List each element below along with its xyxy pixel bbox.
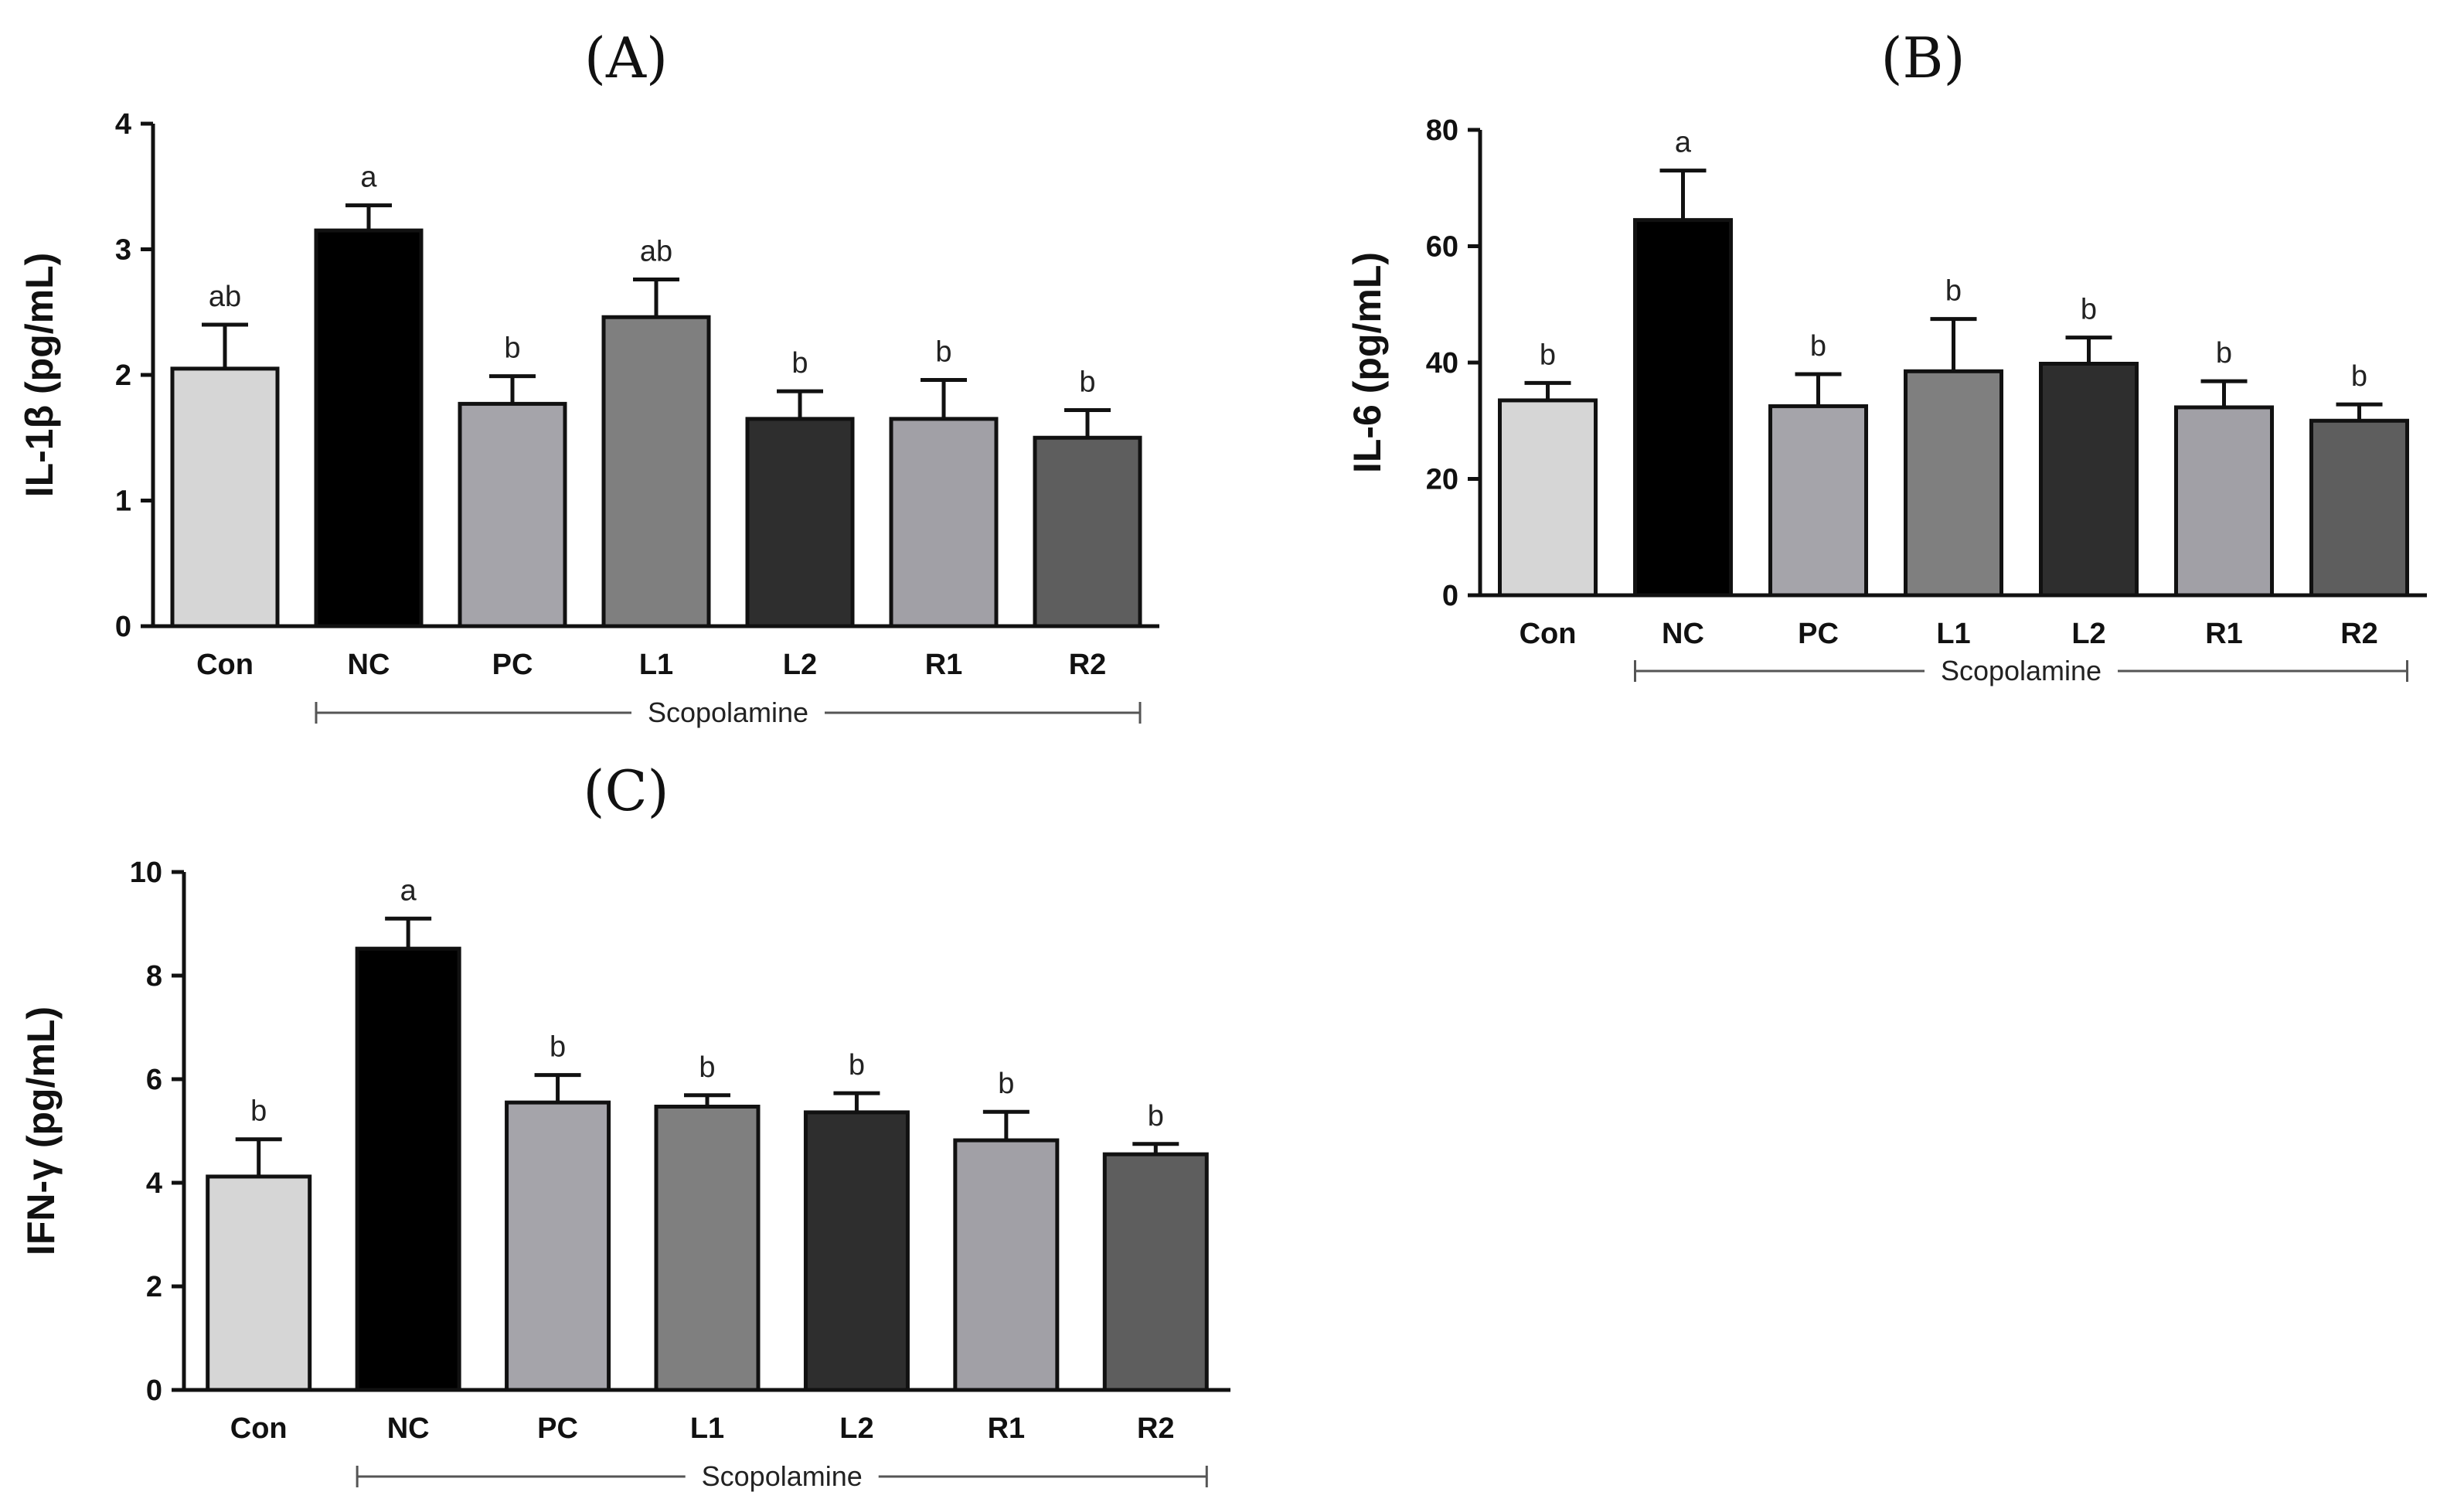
y-tick-label: 20 [1426, 464, 1458, 496]
significance-label: b [1945, 275, 1962, 308]
treatment-label: Scopolamine [648, 697, 808, 728]
panel-label: (C) [583, 758, 669, 823]
treatment-label: Scopolamine [1941, 655, 2102, 686]
significance-label: b [1148, 1100, 1164, 1133]
significance-label: b [849, 1049, 865, 1082]
bar-l2 [2039, 362, 2139, 598]
y-tick-label: 10 [130, 857, 162, 889]
x-tick-label: PC [1798, 618, 1839, 650]
x-tick-label: Con [196, 649, 254, 681]
x-tick-label: R2 [1069, 649, 1107, 681]
chart-panel-b: (B) IL-6 (pg/mL) 0 20 40 60 80 b Con a NC b PC b L1 b L2… [1346, 26, 2427, 686]
chart-panel-c: (C) IFN-γ (pg/mL) 0 2 4 6 8 10 b Con a NC b PC b L1 b L2 b… [19, 758, 1230, 1492]
x-tick-label: R1 [988, 1412, 1026, 1445]
x-tick-label: L1 [639, 649, 673, 681]
bar-nc [1633, 218, 1733, 598]
bar-pc [458, 401, 567, 628]
bar-pc [1768, 404, 1868, 598]
bar-con [170, 366, 280, 628]
significance-label: b [935, 336, 951, 369]
bar-l2 [745, 417, 855, 628]
chart-panel-a: (A) IL-1β (pg/mL) 0 1 2 3 4 ab Con a NC b PC ab L1 b L2 b… [18, 26, 1159, 728]
y-tick-label: 1 [115, 485, 131, 518]
x-tick-label: L2 [839, 1412, 873, 1445]
bar-l1 [654, 1105, 761, 1392]
x-tick-label: R2 [2340, 618, 2378, 650]
y-axis-label: IFN-γ (pg/mL) [19, 1007, 63, 1255]
y-tick-label: 60 [1426, 231, 1458, 264]
y-tick-label: 8 [146, 960, 162, 993]
y-tick-label: 0 [115, 611, 131, 643]
significance-label: b [504, 332, 520, 365]
significance-label: b [2351, 360, 2367, 393]
x-tick-label: PC [492, 649, 533, 681]
significance-label: b [1540, 339, 1556, 371]
panel-label: (B) [1880, 26, 1965, 90]
y-tick-label: 2 [115, 359, 131, 392]
x-tick-label: L1 [1936, 618, 1970, 650]
x-tick-label: L1 [690, 1412, 724, 1445]
x-tick-label: NC [1662, 618, 1704, 650]
bar-r1 [889, 417, 999, 628]
bar-l2 [803, 1110, 910, 1392]
panel-label: (A) [584, 26, 668, 90]
y-tick-label: 0 [146, 1374, 162, 1407]
significance-label: b [1810, 330, 1826, 363]
significance-label: b [2216, 337, 2232, 370]
bar-l1 [601, 315, 711, 628]
x-tick-label: NC [348, 649, 390, 681]
bar-nc [355, 946, 461, 1392]
bar-pc [505, 1100, 611, 1392]
y-axis-label: IL-1β (pg/mL) [18, 253, 61, 498]
bar-con [206, 1174, 312, 1392]
x-tick-label: Con [230, 1412, 288, 1445]
x-tick-label: R2 [1137, 1412, 1175, 1445]
bar-con [1498, 398, 1598, 598]
x-tick-label: NC [387, 1412, 430, 1445]
significance-label: a [360, 162, 377, 194]
significance-label: b [250, 1095, 267, 1128]
significance-label: b [699, 1051, 715, 1084]
bar-r1 [953, 1138, 1060, 1392]
y-tick-label: 80 [1426, 114, 1458, 147]
significance-label: a [1675, 127, 1692, 159]
y-tick-label: 2 [146, 1271, 162, 1303]
x-tick-label: PC [537, 1412, 578, 1445]
x-tick-label: R1 [925, 649, 963, 681]
y-tick-label: 4 [115, 108, 131, 141]
x-tick-label: L2 [2071, 618, 2105, 650]
x-tick-label: Con [1520, 618, 1577, 650]
bar-nc [314, 228, 424, 628]
significance-label: b [998, 1068, 1014, 1100]
significance-label: b [1079, 366, 1095, 399]
significance-label: b [550, 1031, 566, 1064]
bar-r2 [1033, 435, 1142, 628]
y-tick-label: 0 [1442, 580, 1458, 612]
significance-label: b [2081, 294, 2097, 326]
x-tick-label: L2 [783, 649, 817, 681]
bar-l1 [1904, 369, 2003, 598]
bar-r2 [2309, 418, 2409, 598]
y-tick-label: 3 [115, 234, 131, 267]
treatment-label: Scopolamine [702, 1460, 863, 1492]
y-tick-label: 4 [146, 1167, 162, 1200]
significance-label: a [400, 874, 417, 907]
significance-label: ab [640, 236, 672, 268]
y-axis-label: IL-6 (pg/mL) [1346, 252, 1389, 473]
significance-label: b [791, 347, 808, 380]
x-tick-label: R1 [2205, 618, 2243, 650]
y-tick-label: 6 [146, 1064, 162, 1096]
y-tick-label: 40 [1426, 347, 1458, 380]
bar-r1 [2174, 405, 2274, 598]
significance-label: ab [209, 281, 241, 313]
bar-r2 [1102, 1152, 1209, 1392]
